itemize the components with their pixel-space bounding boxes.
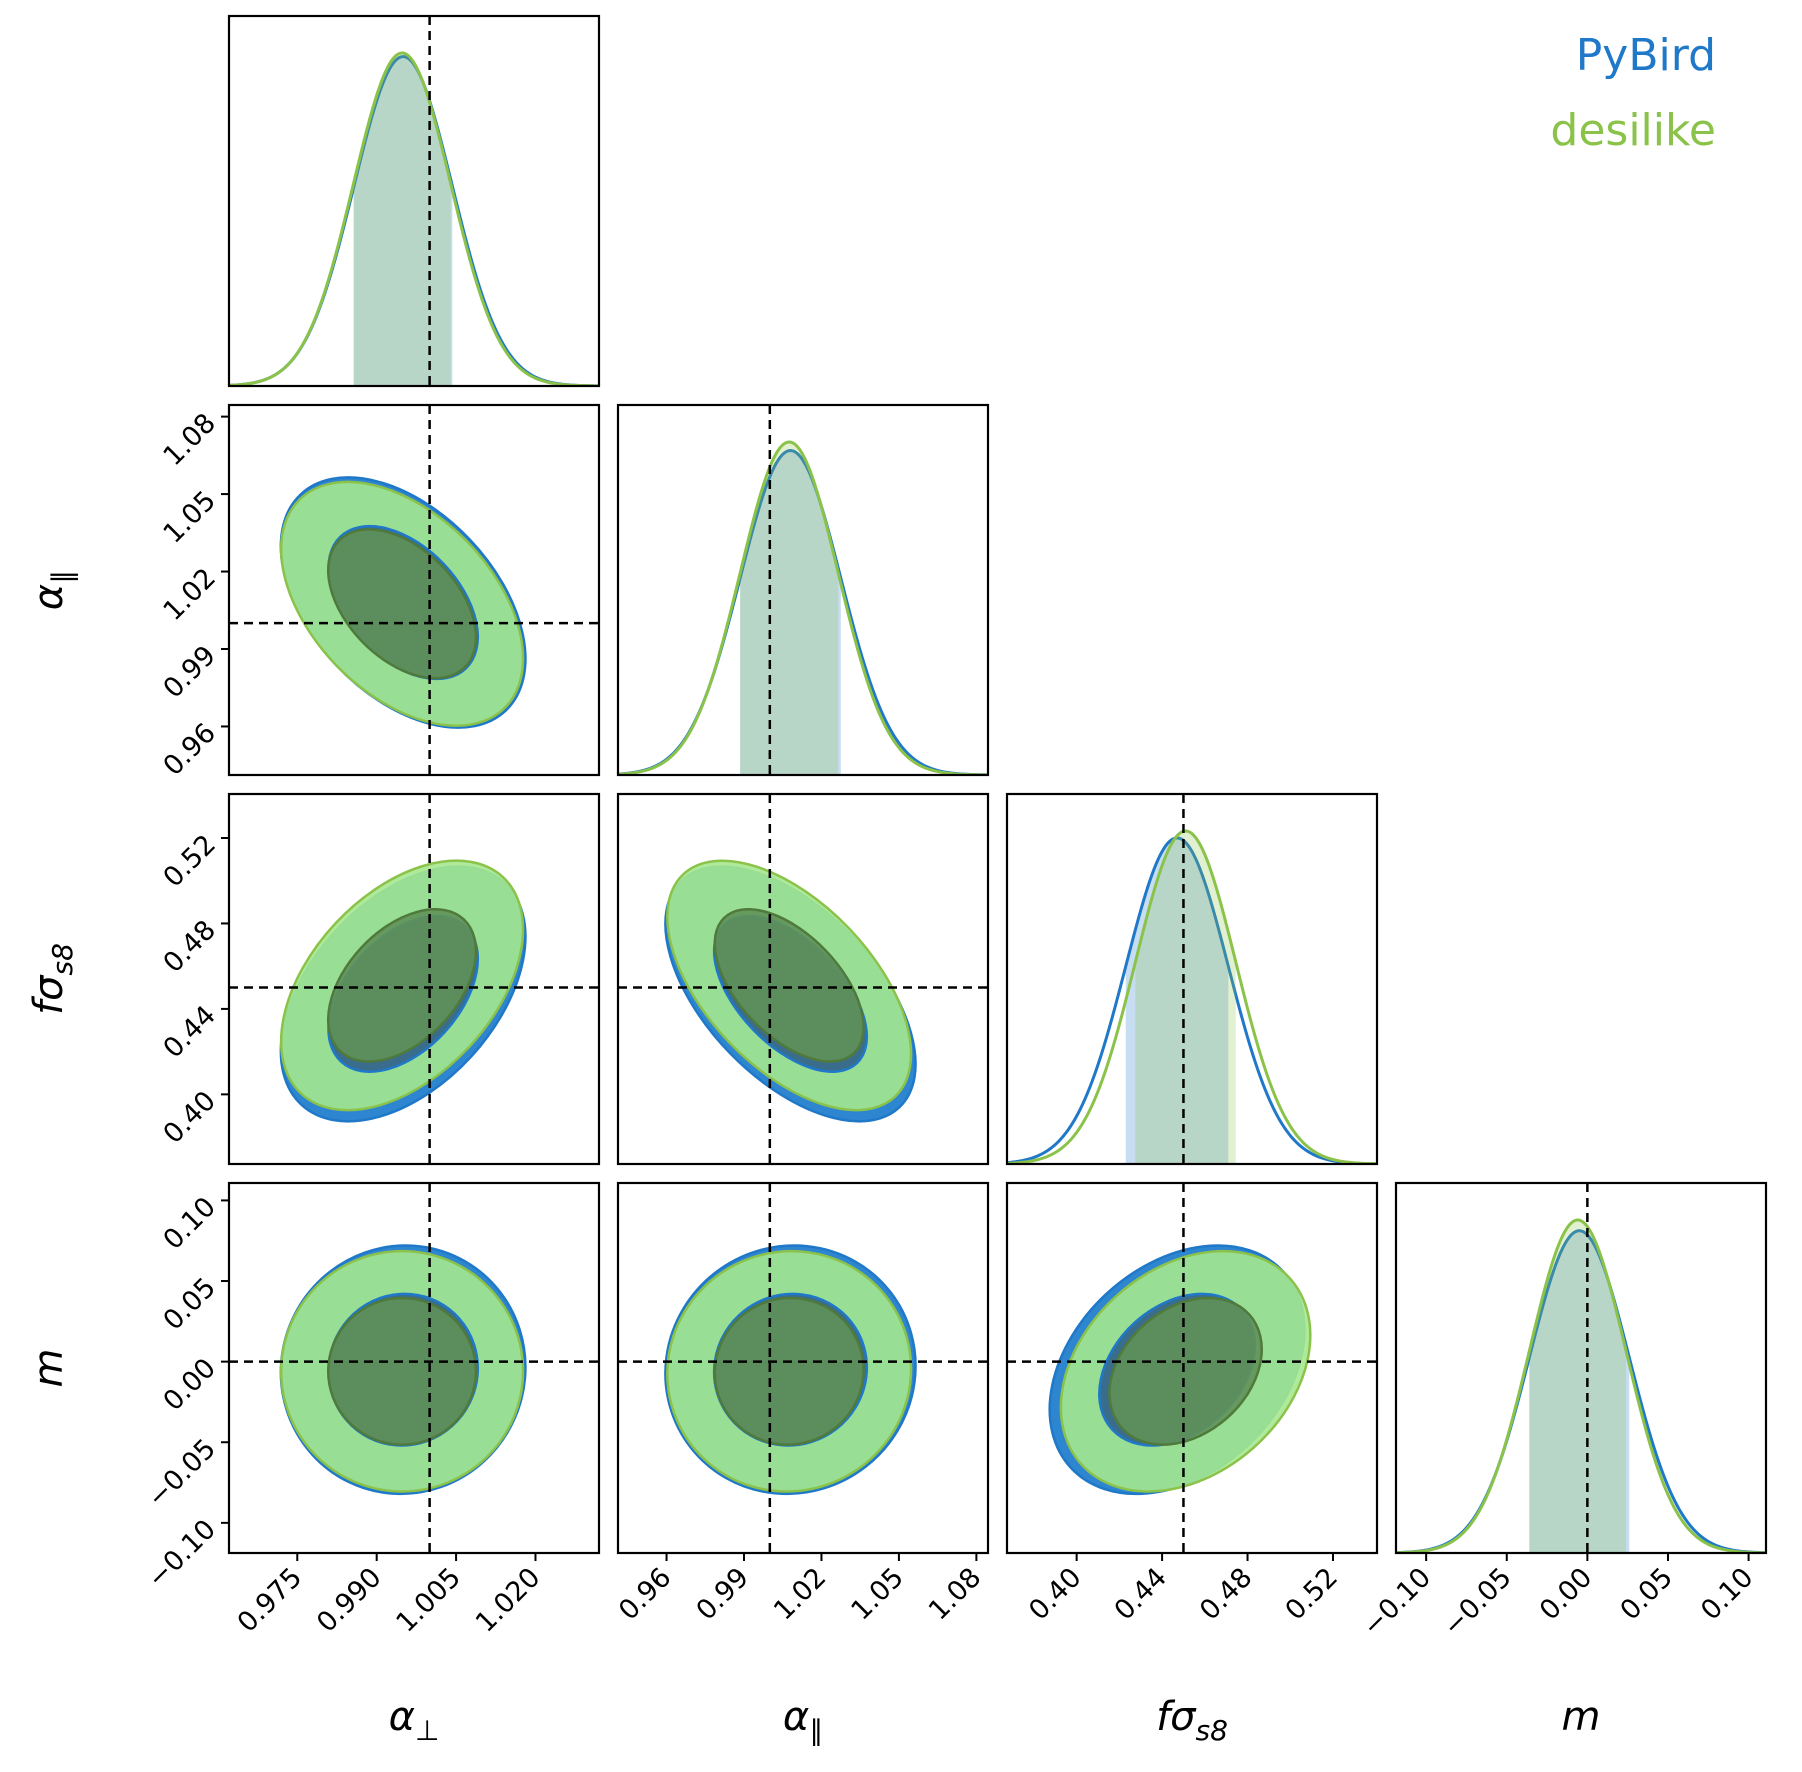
credible-band: [1529, 1220, 1627, 1553]
legend-entry: PyBird: [1576, 30, 1716, 81]
axis-label-symbol: m: [26, 1349, 72, 1388]
axis-label: m: [1562, 1694, 1601, 1740]
y-tick-label: 0.44: [158, 1000, 222, 1064]
marginal-curve: [1007, 829, 1377, 1164]
axis-label: α⊥: [389, 1694, 440, 1747]
x-tick-label: 0.99: [691, 1562, 755, 1626]
x-tick-label: 0.10: [1695, 1562, 1759, 1626]
credible-band: [1135, 831, 1236, 1164]
x-tick-label: 0.00: [1534, 1562, 1598, 1626]
y-tick-label: 0.00: [158, 1353, 222, 1417]
credible-band: [740, 442, 839, 775]
axis-label-symbol: α: [783, 1694, 809, 1740]
panel: [1007, 794, 1377, 1164]
panel: [1396, 1183, 1766, 1553]
x-tick-label: −0.05: [1437, 1562, 1517, 1642]
contour-68: [326, 1296, 478, 1446]
y-tick-label: 0.96: [158, 717, 222, 781]
panel-frame: [616, 403, 990, 777]
contour-68: [326, 528, 478, 680]
axis-label: fσs8: [26, 943, 79, 1015]
axis-label: m: [26, 1349, 72, 1388]
x-tick-label: 0.05: [1614, 1562, 1678, 1626]
x-tick-label: 1.005: [390, 1562, 467, 1639]
x-tick-label: 0.40: [1023, 1562, 1087, 1626]
y-tick-label: 0.99: [158, 640, 222, 704]
axis-label-symbol: α: [389, 1694, 415, 1740]
panel: [618, 1183, 988, 1553]
panel: [229, 405, 599, 775]
credible-band: [740, 450, 841, 775]
marginal-curve: [229, 51, 599, 386]
panel-frame: [227, 792, 601, 1166]
contour-68: [713, 1296, 865, 1446]
y-tick-label: 0.40: [158, 1085, 222, 1149]
axis-label-symbol: α: [26, 584, 72, 610]
contour-68: [713, 908, 865, 1063]
credible-band: [353, 56, 453, 386]
panel: [229, 794, 599, 1164]
panel-frame: [1394, 1181, 1768, 1555]
axis-label-subscript: s8: [1196, 1714, 1228, 1747]
y-tick-label: 0.48: [158, 914, 222, 978]
contour-68: [1108, 1296, 1263, 1446]
axis-label-subscript: s8: [46, 943, 79, 975]
x-tick-label: 0.44: [1109, 1562, 1173, 1626]
marginal-curve: [1007, 836, 1377, 1164]
panel: [1007, 1183, 1377, 1553]
x-tick-label: 1.020: [470, 1562, 547, 1639]
y-tick-label: 0.05: [158, 1272, 222, 1336]
panel-frame: [616, 792, 990, 1166]
credible-band: [353, 53, 451, 386]
contour-68: [326, 908, 478, 1063]
panel: [618, 405, 988, 775]
x-tick-label: 0.990: [311, 1562, 388, 1639]
y-tick-label: −0.05: [142, 1433, 222, 1513]
credible-band: [1529, 1230, 1630, 1553]
axis-label: fσs8: [1156, 1694, 1228, 1747]
panel-frame: [1005, 792, 1379, 1166]
x-tick-label: 1.05: [845, 1562, 909, 1626]
axis-label: α∥: [26, 570, 79, 610]
marginal-curve: [618, 440, 988, 775]
legend-entry: desilike: [1550, 105, 1716, 156]
axis-label-subscript: ⊥: [415, 1714, 439, 1747]
panel: [618, 794, 988, 1164]
x-tick-label: 1.08: [923, 1562, 987, 1626]
x-tick-label: 0.52: [1280, 1562, 1344, 1626]
y-tick-label: 0.52: [158, 829, 222, 893]
credible-band: [1125, 837, 1229, 1164]
axis-label-symbol: fσ: [26, 974, 72, 1015]
y-tick-label: −0.10: [142, 1514, 222, 1594]
axis-label-subscript: ∥: [809, 1714, 823, 1747]
panel: [229, 16, 599, 386]
x-tick-label: 0.48: [1194, 1562, 1258, 1626]
y-tick-label: 1.08: [158, 408, 222, 472]
y-tick-label: 1.05: [158, 485, 222, 549]
x-tick-label: 1.02: [768, 1562, 832, 1626]
panel-frame: [1005, 1181, 1379, 1555]
axis-label: α∥: [783, 1694, 823, 1747]
x-tick-label: 0.975: [232, 1562, 309, 1639]
panel-frame: [227, 1181, 601, 1555]
axis-label-symbol: m: [1562, 1694, 1601, 1740]
panel-frame: [227, 403, 601, 777]
axis-label-symbol: fσ: [1156, 1694, 1197, 1740]
panel-frame: [227, 14, 601, 388]
x-tick-label: −0.10: [1357, 1562, 1437, 1642]
axis-label-subscript: ∥: [46, 570, 79, 584]
x-tick-label: 0.96: [613, 1562, 677, 1626]
panel-frame: [616, 1181, 990, 1555]
panel: [229, 1183, 599, 1553]
y-tick-label: 1.02: [158, 563, 222, 627]
y-tick-label: 0.10: [158, 1191, 222, 1255]
marginal-curve: [1396, 1218, 1766, 1553]
